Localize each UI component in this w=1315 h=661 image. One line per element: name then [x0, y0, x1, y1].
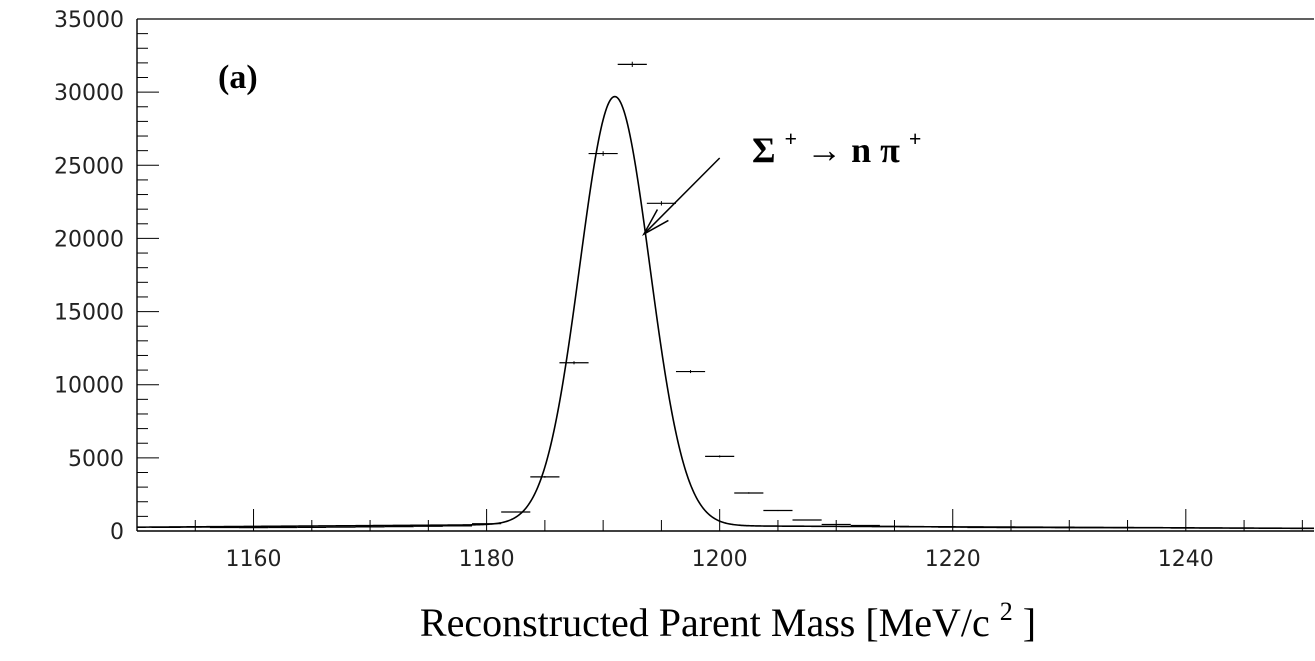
data-histogram	[151, 61, 1314, 529]
annotation-arrowhead	[642, 209, 669, 236]
y-tick-label: 30000	[54, 81, 124, 106]
plot-frame	[136, 18, 1314, 532]
y-axis: 0 5000 10000 15000 20000 25000 30000 35000	[54, 8, 159, 545]
y-tick-label: 35000	[54, 8, 124, 33]
histogram-bin	[821, 523, 851, 526]
x-axis-title-main: Reconstructed Parent Mass [MeV/c	[420, 600, 990, 645]
histogram-bin	[384, 526, 414, 528]
histogram-bin	[850, 524, 880, 527]
pion-symbol: π	[880, 130, 900, 170]
sigma-charge: +	[785, 126, 798, 151]
x-axis-title-end: ]	[1023, 600, 1036, 645]
sigma-symbol: Σ	[752, 130, 776, 170]
histogram-bin	[734, 492, 764, 494]
histogram-bin	[501, 511, 531, 513]
histogram-bin	[705, 455, 735, 458]
y-tick-label: 20000	[54, 227, 124, 252]
x-axis-title: Reconstructed Parent Mass [MeV/c 2 ]	[420, 584, 1036, 645]
neutron-symbol: n	[851, 130, 871, 170]
y-tick-label: 25000	[54, 154, 124, 179]
x-tick-label: 1240	[1158, 547, 1214, 572]
histogram-bin	[675, 370, 706, 374]
histogram-bin	[413, 525, 443, 527]
y-tick-label: 10000	[54, 374, 124, 399]
x-tick-label: 1200	[692, 547, 748, 572]
x-axis: 1160 1180 1200 1220 1240	[136, 509, 1303, 572]
histogram-bin	[792, 519, 822, 521]
histogram-bin	[530, 475, 560, 478]
arrow-text: →	[806, 130, 851, 170]
y-tick-label: 0	[110, 520, 124, 545]
decay-annotation: Σ + → n π +	[642, 114, 921, 236]
histogram-bin	[588, 151, 618, 156]
histogram-bin	[559, 361, 589, 365]
histogram-bin	[646, 201, 676, 206]
y-tick-label: 15000	[54, 301, 124, 326]
annotation-arrow	[643, 157, 721, 235]
y-tick-label: 5000	[68, 447, 124, 472]
pion-charge: +	[909, 126, 922, 151]
x-tick-label: 1160	[226, 547, 282, 572]
histogram-bin	[763, 509, 793, 512]
fit-curve	[136, 95, 1315, 530]
x-axis-title-superscript: 2	[1000, 597, 1013, 626]
panel-label: (a)	[218, 59, 258, 96]
x-tick-label: 1180	[459, 547, 515, 572]
annotation-text: Σ + → n π +	[752, 114, 921, 170]
histogram-bin	[617, 61, 647, 67]
x-tick-label: 1220	[925, 547, 981, 572]
